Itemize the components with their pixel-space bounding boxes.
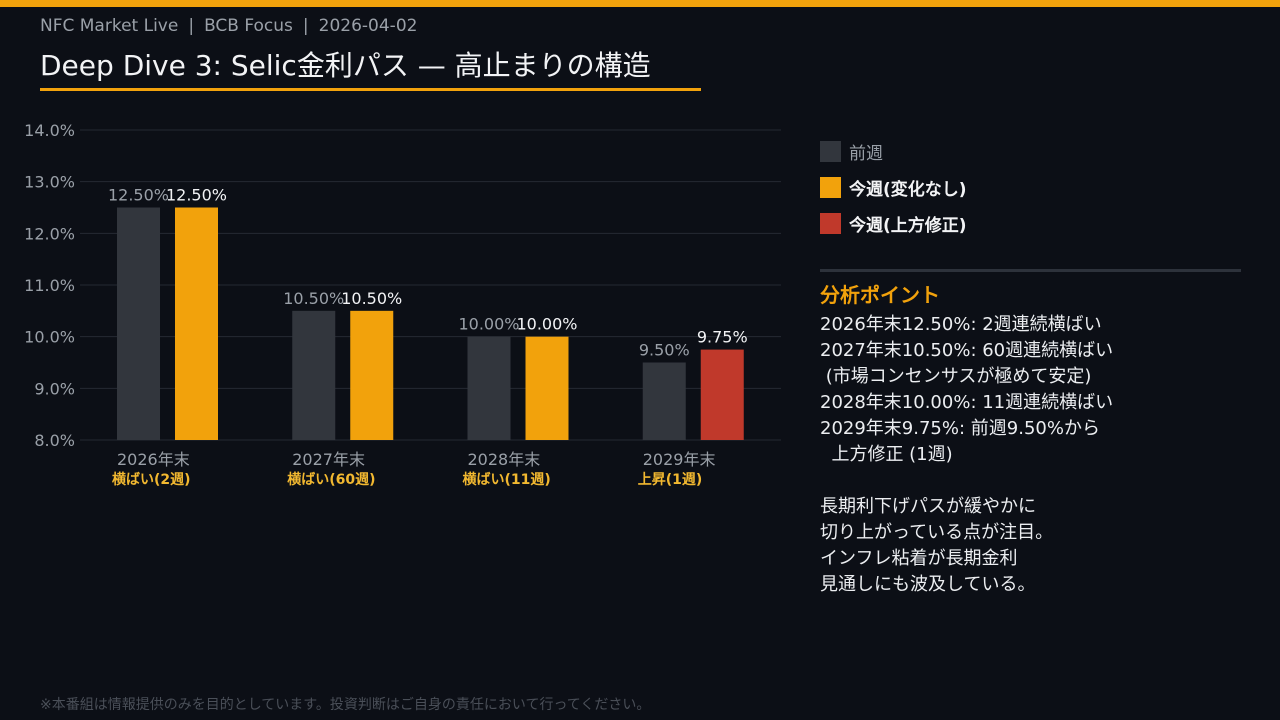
bar-value-label-previous: 10.00% [458, 315, 519, 334]
bar-previous-week [642, 362, 686, 440]
section-divider [820, 269, 1241, 272]
legend-label-previous: 前週 [849, 143, 883, 164]
header-meta: NFC Market Live | BCB Focus | 2026-04-02 [40, 16, 417, 36]
x-category-label: 2026年末 [117, 450, 190, 469]
legend-label-unchanged: 今週(変化なし) [849, 179, 967, 200]
x-category-label: 2027年末 [292, 450, 365, 469]
bar-current-week [350, 310, 394, 440]
source-name: BCB Focus [204, 16, 293, 36]
analysis-line: 2026年末12.50%: 2週連続横ばい [820, 314, 1102, 335]
top-accent-bar [0, 0, 1280, 7]
legend-item-unchanged: 今週(変化なし) [820, 176, 967, 200]
x-category-sublabel: 上昇(1週) [638, 472, 703, 488]
analysis-line: 2028年末10.00%: 11週連続横ばい [820, 392, 1114, 413]
legend-swatch-unchanged [820, 176, 841, 198]
meta-separator: | [188, 16, 195, 36]
x-category-label: 2029年末 [643, 450, 716, 469]
x-category-sublabel: 横ばい(60週) [287, 471, 375, 488]
program-name: NFC Market Live [40, 16, 179, 36]
bar-value-label-current: 12.50% [166, 186, 227, 205]
y-tick-label: 10.0% [24, 328, 75, 347]
bar-previous-week [117, 207, 160, 440]
bar-value-label-current: 9.75% [697, 328, 748, 347]
y-tick-label: 12.0% [24, 224, 75, 243]
analysis-line: 切り上がっている点が注目。 [820, 522, 1054, 543]
analysis-line: 長期利下げパスが緩やかに [820, 496, 1036, 517]
bar-value-label-previous: 10.50% [283, 289, 344, 308]
analysis-line: 見通しにも波及している。 [820, 574, 1036, 595]
y-tick-label: 9.0% [34, 379, 75, 398]
legend-item-previous: 前週 [820, 140, 967, 164]
page-title: Deep Dive 3: Selic金利パス — 高止まりの構造 [40, 49, 651, 82]
y-tick-label: 11.0% [24, 276, 75, 295]
analysis-text: 2026年末12.50%: 2週連続横ばい 2027年末10.50%: 60週連… [820, 312, 1240, 598]
bar-previous-week [292, 310, 336, 440]
bar-current-week [175, 207, 218, 440]
analysis-line: (市場コンセンサスが極めて安定) [820, 366, 1092, 387]
bar-value-label-current: 10.00% [516, 315, 577, 334]
bar-value-label-current: 10.50% [341, 289, 402, 308]
legend-label-revised-up: 今週(上方修正) [849, 215, 967, 236]
legend-item-revised-up: 今週(上方修正) [820, 212, 967, 236]
selic-bar-chart: 8.0%9.0%10.0%11.0%12.0%13.0%14.0%12.50%1… [24, 121, 781, 488]
x-category-label: 2028年末 [468, 450, 541, 469]
legend-swatch-revised-up [820, 212, 841, 234]
disclaimer: ※本番組は情報提供のみを目的としています。投資判断はご自身の責任において行ってく… [40, 697, 651, 713]
bar-value-label-previous: 12.50% [108, 186, 169, 205]
analysis-line: 2027年末10.50%: 60週連続横ばい [820, 340, 1114, 361]
broadcast-date: 2026-04-02 [318, 16, 418, 36]
y-tick-label: 8.0% [34, 431, 75, 450]
bar-current-week [525, 336, 569, 440]
x-category-sublabel: 横ばい(11週) [463, 471, 551, 488]
y-tick-label: 13.0% [24, 173, 75, 192]
bar-value-label-previous: 9.50% [639, 341, 690, 360]
y-tick-label: 14.0% [24, 121, 75, 140]
legend-swatch-previous [820, 140, 841, 162]
analysis-line [820, 468, 1240, 494]
analysis-title: 分析ポイント [820, 283, 940, 307]
analysis-line: 2029年末9.75%: 前週9.50%から [820, 418, 1100, 439]
x-category-sublabel: 横ばい(2週) [112, 471, 191, 488]
title-underline [40, 88, 701, 91]
meta-separator: | [302, 16, 309, 36]
bar-current-week [700, 349, 744, 440]
analysis-line: 上方修正 (1週) [820, 444, 953, 465]
bar-previous-week [467, 336, 511, 440]
chart-legend: 前週 今週(変化なし) 今週(上方修正) [820, 140, 967, 248]
analysis-line: インフレ粘着が長期金利 [820, 548, 1018, 569]
